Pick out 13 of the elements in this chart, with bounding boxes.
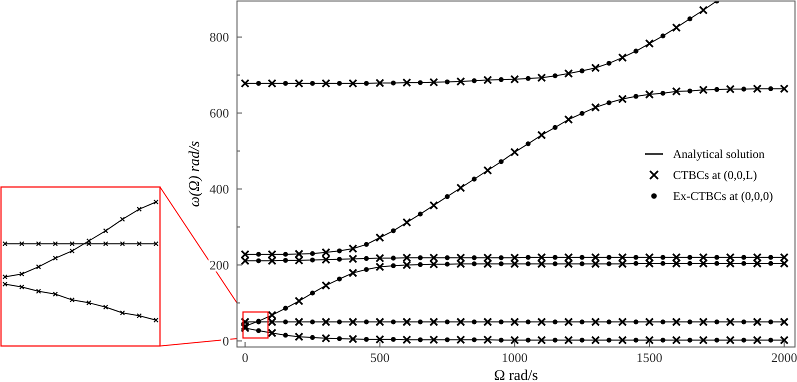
x-tick-label: 1000 [502, 350, 528, 365]
y-tick-label: 400 [210, 182, 229, 196]
y-tick-label: 800 [210, 30, 229, 45]
y-axis-title: ω(Ω) rad/s [187, 140, 203, 208]
y-tick-label: 600 [210, 106, 229, 121]
x-axis-title: Ω rad/s [494, 368, 538, 382]
x-tick-label: 0 [242, 350, 248, 365]
x-tick-label: 1500 [636, 350, 662, 365]
legend-label: CTBCs at (0,0,L) [673, 168, 757, 182]
x-tick-label: 2000 [771, 350, 797, 365]
legend-label: Ex-CTBCs at (0,0,0) [673, 189, 773, 203]
x-tick-label: 500 [370, 350, 390, 365]
legend-label: Analytical solution [673, 147, 765, 161]
